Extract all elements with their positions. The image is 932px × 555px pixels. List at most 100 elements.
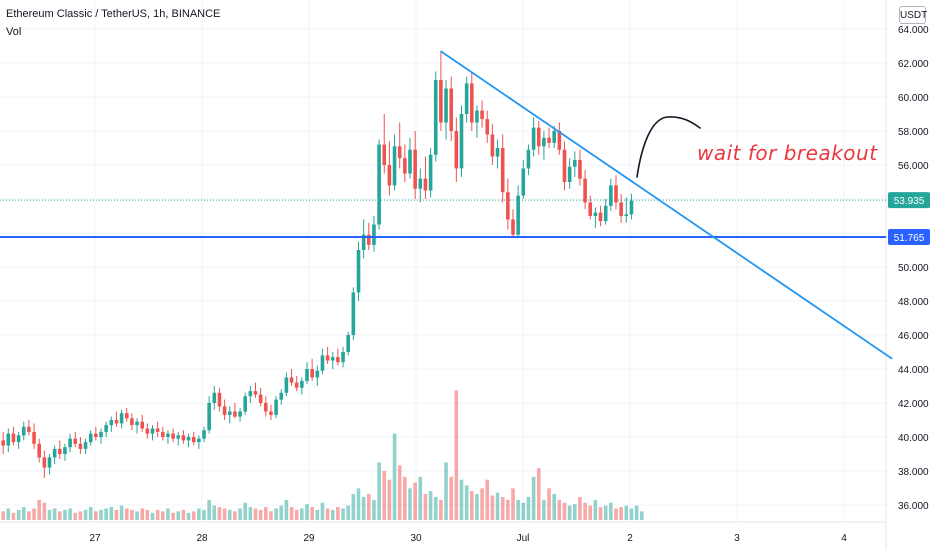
candle-body [88, 433, 93, 443]
candle-body [403, 158, 407, 174]
candle-body [305, 369, 309, 381]
x-tick-label: Jul [517, 533, 530, 544]
volume-bar [377, 462, 381, 520]
volume-bar [351, 494, 356, 520]
candle-body [516, 195, 520, 235]
candle-body [227, 411, 232, 415]
volume-bar [248, 507, 253, 520]
candle-body [119, 413, 124, 424]
candle-body [42, 457, 47, 468]
volume-bar [32, 508, 36, 520]
volume-bar [63, 509, 67, 520]
volume-bar [135, 511, 139, 520]
candle-body [444, 88, 448, 123]
volume-bar [485, 479, 490, 520]
candle-body [578, 159, 582, 179]
volume-bar [475, 494, 479, 520]
currency-badge[interactable]: USDT [899, 6, 927, 24]
candle-body [392, 146, 397, 186]
volume-bar [88, 507, 93, 520]
volume-bar [598, 507, 603, 520]
x-tick-label: 30 [410, 533, 422, 544]
candle-body [408, 149, 412, 174]
volume-bar [583, 502, 587, 520]
candle-body [130, 418, 134, 426]
candle-body [47, 457, 52, 468]
candle-body [624, 214, 629, 216]
y-tick-label: 42.000 [898, 399, 929, 410]
volume-bar [567, 505, 572, 520]
candle-body [264, 403, 268, 412]
candle-body [37, 443, 41, 458]
x-tick-label: 28 [196, 533, 208, 544]
candle-body [500, 148, 505, 193]
candle-body [449, 88, 453, 131]
candle-body [294, 382, 299, 388]
candle-body [464, 83, 469, 114]
volume-bar [367, 494, 371, 520]
candle-body [52, 448, 57, 458]
volume-bar [418, 476, 423, 520]
volume-bar [428, 491, 433, 520]
volume-bar [578, 496, 582, 520]
candle-body [217, 392, 222, 407]
volume-bar [433, 496, 438, 520]
candle-body [6, 433, 11, 446]
volume-bar [207, 499, 211, 520]
volume-bar [397, 465, 402, 520]
candle-body [367, 234, 371, 245]
candle-body [511, 219, 515, 235]
volume-bar [310, 507, 314, 520]
volume-bar [171, 512, 175, 520]
volume-bar [145, 509, 150, 520]
volume-bar [58, 511, 62, 520]
volume-bar [449, 476, 453, 520]
candle-body [397, 146, 402, 159]
x-tick-label: 4 [841, 533, 847, 544]
candle-body [114, 420, 119, 424]
candle-body [186, 437, 191, 441]
candle-body [300, 380, 304, 388]
volume-bar [238, 508, 242, 520]
volume-bar [413, 482, 417, 520]
volume-bar [83, 509, 88, 520]
candle-body [161, 431, 165, 437]
candle-body [191, 437, 196, 443]
candle-body [341, 352, 345, 363]
candle-body [583, 178, 587, 203]
volume-bar [130, 509, 134, 520]
candle-body [418, 178, 423, 189]
x-tick-label: 27 [89, 533, 101, 544]
volume-bar [42, 502, 47, 520]
volume-bar [495, 492, 500, 520]
candle-body [562, 149, 567, 182]
volume-bar [408, 488, 412, 520]
candle-body [490, 134, 495, 157]
volume-bar [227, 509, 232, 520]
candle-body [598, 212, 603, 222]
candle-body [387, 165, 392, 186]
support-price-label-bg [888, 228, 930, 245]
volume-bar [562, 502, 567, 520]
volume-bar [536, 468, 541, 520]
volume-bar [11, 512, 16, 520]
volume-bar [119, 505, 124, 520]
volume-bar [161, 511, 165, 520]
volume-bar [264, 507, 268, 520]
volume-bar [500, 496, 505, 520]
volume-bar [516, 499, 520, 520]
candle-body [181, 435, 186, 441]
candle-body [629, 200, 634, 215]
volume-bar [191, 511, 196, 520]
volume-bar [521, 502, 526, 520]
volume-bar [181, 509, 186, 520]
volume-bar [1, 511, 5, 520]
candle-body [361, 234, 366, 250]
candle-body [207, 403, 211, 431]
volume-bar [47, 509, 52, 520]
y-tick-label: 44.000 [898, 365, 929, 376]
volume-bar [150, 512, 155, 520]
volume-bar [279, 505, 284, 520]
